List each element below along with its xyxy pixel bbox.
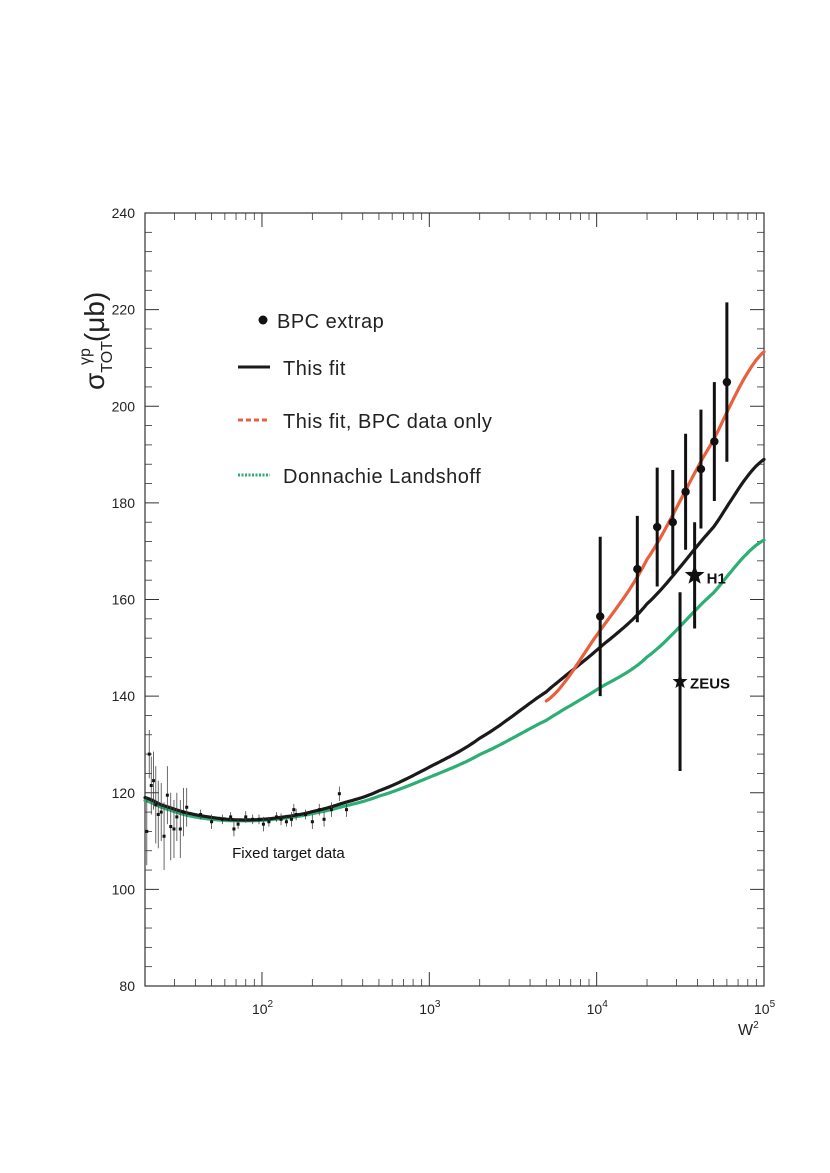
- fixed-target-point: [329, 808, 333, 812]
- fixed-target-point: [337, 792, 341, 796]
- fixed-target-point: [284, 820, 288, 824]
- fixed-target-point: [199, 812, 203, 816]
- x-tick-label: 103: [419, 999, 441, 1017]
- x-tick-label: 104: [587, 999, 609, 1017]
- fixed-target-point: [294, 812, 298, 816]
- fixed-target-point: [303, 812, 307, 816]
- fixed-target-point: [178, 827, 182, 831]
- legend-label: This fit, BPC data only: [283, 411, 492, 433]
- fixed-target-label: Fixed target data: [232, 845, 345, 862]
- x-tick-label-base: 10: [419, 1001, 435, 1017]
- fixed-target-point: [149, 784, 153, 788]
- fixed-target-point: [154, 803, 158, 807]
- curve-this-fit-bpc-data-only: [544, 350, 766, 703]
- y-axis-label: σTOT γp (μb): [77, 292, 116, 390]
- y-tick-label: 240: [112, 205, 136, 221]
- x-tick-label-base: 10: [252, 1001, 268, 1017]
- y-tick-label: 80: [119, 978, 135, 994]
- fixed-target-point: [236, 822, 240, 826]
- fixed-target-point: [345, 808, 349, 812]
- fixed-target-point: [152, 779, 156, 783]
- bpc-point: [710, 437, 719, 446]
- y-tick-label: 180: [112, 495, 136, 511]
- annotations: Fixed target data H1 ZEUS: [232, 570, 730, 862]
- x-axis-label: W2: [738, 1020, 759, 1039]
- y-tick-label: 120: [112, 785, 136, 801]
- y-tick-label: 220: [112, 302, 136, 318]
- x-tick-label-exp: 3: [435, 999, 441, 1010]
- fixed-target-point: [169, 825, 173, 829]
- bpc-point: [652, 522, 662, 532]
- fixed-target-point: [289, 817, 293, 821]
- fixed-target-point: [257, 817, 261, 821]
- plot-frame: [144, 212, 765, 987]
- fixed-target-point: [220, 817, 224, 821]
- bpc-point: [596, 612, 605, 621]
- y-tick-label: 200: [112, 398, 136, 414]
- y-axis-label-unit: (μb): [79, 292, 110, 342]
- legend-dot: [258, 315, 268, 325]
- bpc-point: [696, 464, 706, 474]
- fixed-target-point: [147, 752, 151, 756]
- fixed-target-point: [175, 815, 179, 819]
- x-tick-label-exp: 4: [602, 999, 608, 1010]
- y-axis-label-sub: TOT: [99, 341, 116, 373]
- h1-label: H1: [707, 570, 726, 587]
- curve-donnachie-landshoff: [143, 538, 766, 823]
- curve-this-fit: [143, 457, 766, 822]
- fixed-target-point: [292, 808, 296, 812]
- legend-label: This fit: [283, 358, 346, 380]
- fixed-target-point: [145, 829, 149, 833]
- bpc-point: [633, 564, 642, 574]
- x-tick-label: 102: [252, 999, 274, 1017]
- x-axis-label-base: W: [738, 1022, 754, 1039]
- fixed-target-point: [165, 793, 169, 797]
- legend-label: BPC extrap: [277, 311, 384, 333]
- fixed-target-point: [182, 810, 186, 814]
- fixed-target-point: [244, 815, 248, 819]
- y-tick-label: 140: [112, 688, 136, 704]
- x-tick-label-base: 10: [754, 1001, 770, 1017]
- fixed-target-point: [251, 817, 255, 821]
- fixed-target-point: [210, 820, 214, 824]
- fixed-target-point: [267, 820, 271, 824]
- fixed-target-point: [317, 808, 321, 812]
- bpc-point: [722, 377, 732, 387]
- legend: BPC extrap This fit This fit, BPC data onl…: [238, 311, 492, 488]
- fixed-target-point: [156, 812, 160, 816]
- x-tick-label-base: 10: [587, 1001, 603, 1017]
- fixed-target-point: [159, 810, 163, 814]
- y-tick-label: 160: [112, 592, 136, 608]
- zeus-label: ZEUS: [690, 676, 730, 693]
- fixed-target-point: [322, 817, 326, 821]
- y-axis-label-sup: γp: [77, 348, 94, 365]
- fixed-target-point: [279, 817, 283, 821]
- y-tick-label: 100: [112, 881, 136, 897]
- legend-label: Donnachie Landshoff: [283, 466, 481, 488]
- x-tick-label: 105: [754, 999, 776, 1017]
- fixed-target-point: [229, 815, 233, 819]
- fixed-target-point: [232, 827, 236, 831]
- x-tick-label-exp: 2: [268, 999, 274, 1010]
- y-axis-label-sigma: σ: [79, 373, 110, 390]
- fixed-target-point: [261, 822, 265, 826]
- curves: [143, 350, 766, 823]
- bpc-point: [681, 487, 690, 496]
- zeus-star: [672, 673, 688, 689]
- fixed-target-point: [274, 815, 278, 819]
- h1-star-outer: [684, 564, 705, 584]
- x-tick-label-exp: 5: [770, 999, 776, 1010]
- fixed-target-point: [162, 834, 166, 838]
- fixed-target-point: [310, 820, 314, 824]
- fixed-target-point: [172, 827, 176, 831]
- data-points: [145, 302, 732, 871]
- fixed-target-point: [185, 805, 189, 809]
- bpc-point: [668, 518, 677, 527]
- x-axis-label-sup: 2: [753, 1020, 759, 1031]
